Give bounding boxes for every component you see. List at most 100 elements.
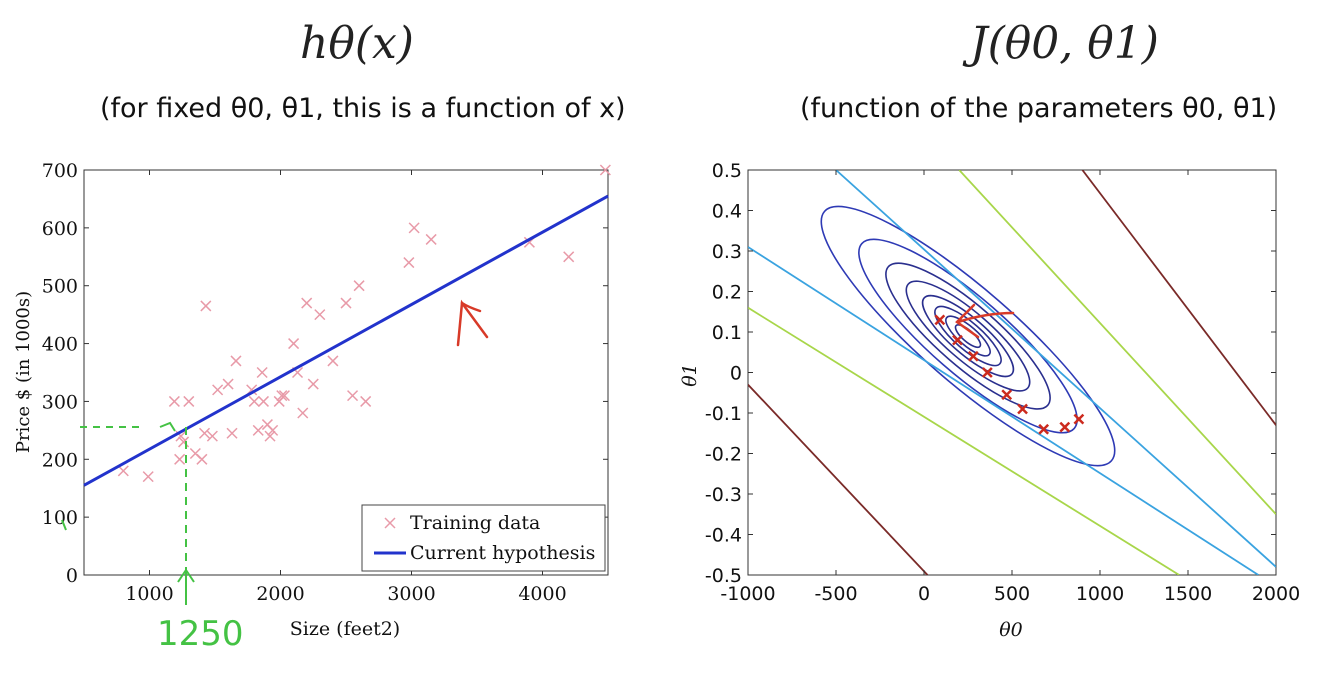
- theta1-tick-label: 0.1: [712, 322, 742, 344]
- contour-ellipse: [934, 305, 1002, 367]
- training-point: [174, 453, 186, 465]
- contour-ellipse: [905, 280, 1031, 392]
- contour-line: [748, 246, 1259, 575]
- y-tick-label: 200: [42, 449, 78, 471]
- legend-training-label: Training data: [410, 512, 540, 534]
- theta1-tick-label: -0.4: [705, 525, 742, 547]
- training-data-series: [117, 164, 611, 483]
- training-point: [264, 430, 276, 442]
- contour-ellipse: [921, 294, 1015, 378]
- training-point: [248, 395, 260, 407]
- hypothesis-line: [83, 194, 609, 487]
- contour-line: [958, 170, 1276, 515]
- theta0-tick-label: 2000: [1252, 583, 1300, 605]
- legend-hypothesis-label: Current hypothesis: [410, 542, 595, 564]
- training-point: [212, 384, 224, 396]
- right-x-axis-label: θ0: [999, 619, 1023, 641]
- training-point: [142, 471, 154, 483]
- left-x-axis-label: Size (feet2): [290, 618, 400, 640]
- housing-price-chart: 1000 2000 3000 4000 0 100 200 300 400 500 600 700 T…: [13, 160, 611, 654]
- cost-contour-chart: -1000 -500 0 500 1000 1500 2000 -0.5 -0.4 -0.3 -0.…: [679, 160, 1300, 641]
- gradient-descent-point: [952, 334, 963, 346]
- training-point: [278, 390, 290, 402]
- training-point: [288, 338, 300, 350]
- x-tick-label: 2000: [256, 583, 304, 605]
- training-point: [267, 424, 279, 436]
- theta0-tick-label: 1000: [1076, 583, 1124, 605]
- gradient-descent-point: [1001, 389, 1013, 401]
- y-tick-label: 100: [42, 507, 78, 529]
- contour-ellipse: [885, 262, 1051, 410]
- contour-line: [748, 306, 1180, 575]
- y-tick-label: 700: [42, 160, 78, 182]
- y-tick-label: 300: [42, 391, 78, 413]
- theta1-tick-label: -0.5: [705, 565, 742, 587]
- theta0-tick-label: 1500: [1164, 583, 1212, 605]
- left-formula-title: hθ(x): [300, 18, 414, 69]
- training-point: [168, 395, 180, 407]
- theta0-tick-label: 0: [918, 583, 930, 605]
- gradient-descent-point: [967, 350, 979, 362]
- training-point: [196, 453, 208, 465]
- legend-box: [361, 504, 606, 572]
- training-point: [301, 297, 313, 309]
- contour-line: [748, 384, 929, 575]
- training-point: [256, 366, 268, 379]
- contour-line: [1081, 170, 1276, 426]
- gradient-descent-point: [1059, 421, 1071, 433]
- contour-ellipse: [820, 205, 1116, 467]
- left-y-axis-label: Price $ (in 1000s): [13, 291, 34, 453]
- training-point: [347, 390, 359, 402]
- training-point: [340, 297, 352, 309]
- training-point: [252, 424, 264, 436]
- contour-ellipse: [858, 238, 1078, 434]
- green-dashed-annotation: [61, 421, 195, 605]
- x-tick-label: 4000: [518, 583, 566, 605]
- gradient-descent-point: [1017, 403, 1028, 415]
- theta0-tick-label: -500: [814, 583, 857, 605]
- theta1-tick-label: 0.3: [712, 241, 742, 263]
- y-tick-label: 600: [42, 218, 78, 240]
- training-point: [226, 427, 238, 439]
- training-point: [206, 430, 218, 442]
- legend-training-marker: [384, 517, 396, 529]
- gradient-descent-point: [1073, 413, 1085, 425]
- training-point: [257, 395, 270, 407]
- training-point: [563, 251, 575, 263]
- training-point: [307, 378, 319, 390]
- right-formula-title: J(θ0, θ1): [970, 18, 1159, 69]
- training-point: [425, 233, 437, 245]
- training-point: [403, 257, 415, 269]
- theta0-tick-label: 500: [994, 583, 1030, 605]
- theta1-tick-label: -0.2: [705, 444, 742, 466]
- y-tick-label: 400: [42, 334, 78, 356]
- red-arrow-annotation-right: [955, 303, 1015, 339]
- right-axis-ticks: -1000 -500 0 500 1000 1500 2000 -0.5 -0.4 -0.3 -0.…: [705, 160, 1300, 605]
- handwritten-1250: 1250: [157, 614, 244, 654]
- theta1-tick-label: 0.5: [712, 160, 742, 182]
- left-subtitle: (for fixed θ0, θ1, this is a function of…: [100, 93, 626, 124]
- theta0-tick-label: -1000: [720, 583, 775, 605]
- training-point: [230, 355, 242, 367]
- left-legend: Training data Current hypothesis: [361, 504, 606, 572]
- y-tick-label: 500: [42, 276, 78, 298]
- theta1-tick-label: -0.3: [705, 484, 742, 506]
- theta1-tick-label: 0: [730, 363, 742, 385]
- training-point: [353, 280, 365, 292]
- training-point: [117, 465, 129, 477]
- red-arrow-annotation: [456, 299, 489, 347]
- x-tick-label: 1000: [125, 583, 173, 605]
- training-point: [222, 378, 234, 390]
- theta1-tick-label: 0.2: [712, 282, 742, 304]
- right-y-axis-label: θ1: [679, 363, 701, 387]
- training-point: [183, 395, 195, 407]
- contour-lines: [748, 170, 1276, 575]
- training-point: [297, 407, 309, 419]
- gradient-descent-point: [981, 367, 993, 378]
- training-point: [314, 309, 326, 321]
- theta1-tick-label: 0.4: [712, 201, 742, 223]
- training-point: [200, 300, 212, 312]
- right-subtitle: (function of the parameters θ0, θ1): [800, 93, 1278, 124]
- left-axis-ticks: 1000 2000 3000 4000 0 100 200 300 400 500 600 700: [42, 160, 608, 605]
- training-point: [599, 164, 611, 176]
